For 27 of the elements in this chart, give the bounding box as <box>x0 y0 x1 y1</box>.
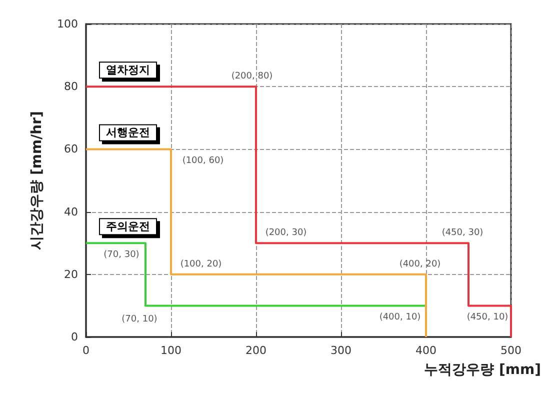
y-tick-label: 20 <box>64 268 78 281</box>
x-axis-title: 누적강우량 [mm] <box>424 362 541 378</box>
x-tick-label: 400 <box>416 344 436 357</box>
x-tick-label: 300 <box>330 344 352 357</box>
annotation: (400, 10) <box>379 312 421 323</box>
y-tick-label: 0 <box>71 330 78 344</box>
annotation: (70, 30) <box>104 250 140 260</box>
series-label: 주의운전 <box>106 220 150 234</box>
y-axis-title: 시간강우량 [mm/hr] <box>29 111 45 250</box>
x-tick-label: 200 <box>246 344 266 357</box>
y-tick-label: 80 <box>64 80 78 94</box>
annotation: (100, 60) <box>182 156 224 166</box>
y-tick-label: 40 <box>64 205 78 218</box>
y-tick-label: 60 <box>64 142 78 156</box>
annotation: (200, 80) <box>231 72 273 82</box>
annotation: (100, 20) <box>180 259 222 270</box>
annotation: (70, 10) <box>122 314 158 325</box>
annotation: (400, 20) <box>399 259 441 270</box>
x-tick-label: 100 <box>160 344 182 357</box>
y-tick-label: 100 <box>57 18 78 30</box>
x-tick-label: 500 <box>500 344 522 357</box>
annotation: (450, 10) <box>466 312 508 323</box>
annotation: (200, 30) <box>265 228 307 238</box>
series-label: 서행운전 <box>106 126 150 140</box>
series-label: 열차정지 <box>106 64 150 77</box>
annotation: (450, 30) <box>442 228 484 238</box>
x-tick-label: 0 <box>82 344 90 357</box>
